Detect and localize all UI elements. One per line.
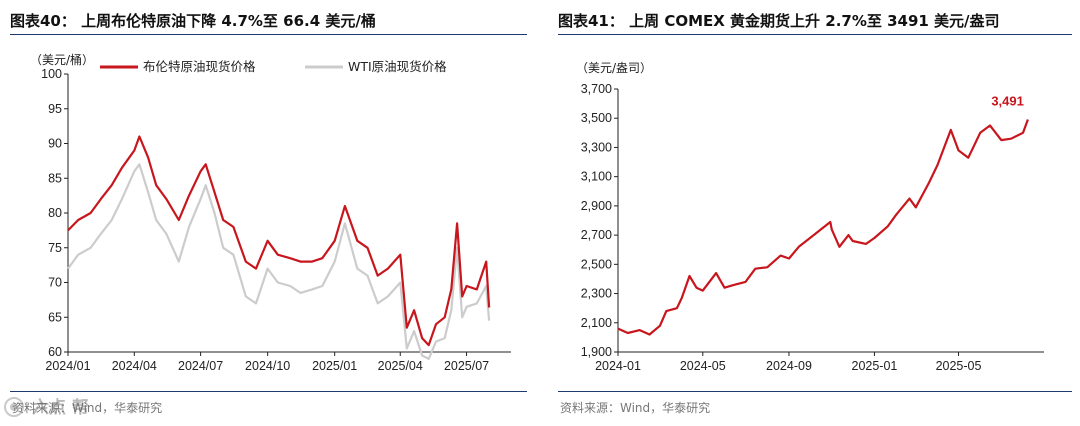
y-tick-label: 1,900: [581, 345, 612, 359]
series-line-1: [617, 119, 1029, 336]
y-tick-label: 100: [41, 67, 62, 81]
y-tick-label: 3,300: [581, 140, 612, 154]
x-tick-label: 2025/01: [312, 359, 357, 373]
y-axis-unit: （美元/盎司）: [576, 61, 652, 75]
y-tick-label: 2,900: [581, 199, 612, 213]
gold-price-chart: （美元/盎司） 1,900 2,100 2,300 2,500 2,700 2,900 3,1…: [576, 61, 1044, 373]
legend-label-1: 布伦特原油现货价格: [143, 59, 256, 74]
chart-title-gold: 图表41： 上周 COMEX 黄金期货上升 2.7%至 3491 美元/盎司: [558, 12, 1000, 30]
source-note-oil: 资料来源：Wind，华泰研究: [12, 401, 163, 415]
x-tick-label: 2024/01: [45, 359, 90, 373]
y-axis-unit: （美元/桶）: [30, 52, 94, 67]
y-tick-label: 3,500: [581, 111, 612, 125]
x-tick-label: 2024/10: [245, 359, 290, 373]
y-tick-label: 75: [48, 241, 62, 255]
gold-chart-panel: 图表41： 上周 COMEX 黄金期货上升 2.7%至 3491 美元/盎司 （…: [548, 0, 1080, 426]
x-tick-label: 2024-09: [766, 359, 812, 373]
x-tick-label: 2025/07: [444, 359, 489, 373]
title-rule: [558, 34, 1072, 35]
y-tick-label: 65: [48, 310, 62, 324]
y-tick-label: 2,700: [581, 228, 612, 242]
y-tick-label: 95: [48, 102, 62, 116]
y-tick-label: 80: [48, 206, 62, 220]
source-rule: [558, 391, 1072, 392]
watermark-logo: 六点 帮: [2, 394, 152, 420]
oil-price-chart: （美元/桶） 60 65 70 75 80 85 90 95 100 2024/01 2024/04 2…: [30, 52, 511, 373]
x-tick-label: 2024-05: [680, 359, 726, 373]
x-tick-label: 2025-01: [852, 359, 898, 373]
x-tick-label: 2025/04: [378, 359, 423, 373]
x-tick-label: 2024/04: [112, 359, 157, 373]
x-tick-label: 2024/07: [178, 359, 223, 373]
y-tick-label: 2,100: [581, 316, 612, 330]
y-tick-label: 3,700: [581, 82, 612, 96]
x-tick-label: 2025-05: [936, 359, 982, 373]
y-tick-label: 60: [48, 345, 62, 359]
chart-title-oil: 图表40： 上周布伦特原油下降 4.7%至 66.4 美元/桶: [10, 12, 376, 30]
series-line-2: [67, 163, 491, 360]
y-tick-label: 85: [48, 171, 62, 185]
y-tick-label: 2,500: [581, 257, 612, 271]
last-value-label: 3,491: [991, 94, 1024, 109]
legend-label-2: WTI原油现货价格: [348, 59, 447, 74]
source-rule: [10, 391, 527, 392]
source-note-gold: 资料来源：Wind，华泰研究: [560, 401, 711, 415]
svg-text:六点 帮: 六点 帮: [32, 397, 89, 418]
y-tick-label: 70: [48, 276, 62, 290]
title-rule: [10, 34, 527, 35]
y-tick-label: 3,100: [581, 170, 612, 184]
oil-chart-panel: 图表40： 上周布伦特原油下降 4.7%至 66.4 美元/桶 （美元/桶） 60…: [0, 0, 535, 426]
y-tick-label: 2,300: [581, 287, 612, 301]
x-tick-label: 2024-01: [595, 359, 641, 373]
y-tick-label: 90: [48, 137, 62, 151]
series-line-1: [67, 135, 491, 347]
